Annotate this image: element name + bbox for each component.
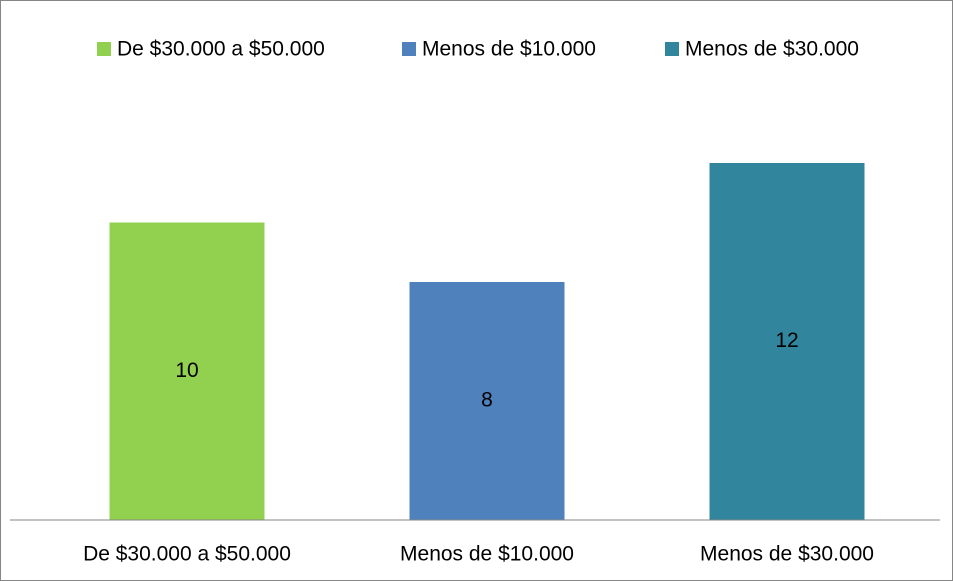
legend-swatch — [97, 42, 111, 56]
legend-swatch — [402, 42, 416, 56]
legend-label: Menos de $10.000 — [422, 38, 596, 61]
legend-label: De $30.000 a $50.000 — [117, 38, 325, 61]
legend-label: Menos de $30.000 — [685, 38, 859, 61]
bar — [709, 163, 865, 520]
legend-swatch — [665, 42, 679, 56]
data-label: 8 — [481, 389, 493, 412]
data-label: 12 — [775, 329, 798, 352]
bar — [409, 282, 565, 520]
bar — [109, 222, 265, 520]
x-tick-label: Menos de $30.000 — [700, 543, 874, 566]
data-label: 10 — [175, 359, 198, 382]
x-tick-label: De $30.000 a $50.000 — [83, 543, 291, 566]
x-tick-label: Menos de $10.000 — [400, 543, 574, 566]
